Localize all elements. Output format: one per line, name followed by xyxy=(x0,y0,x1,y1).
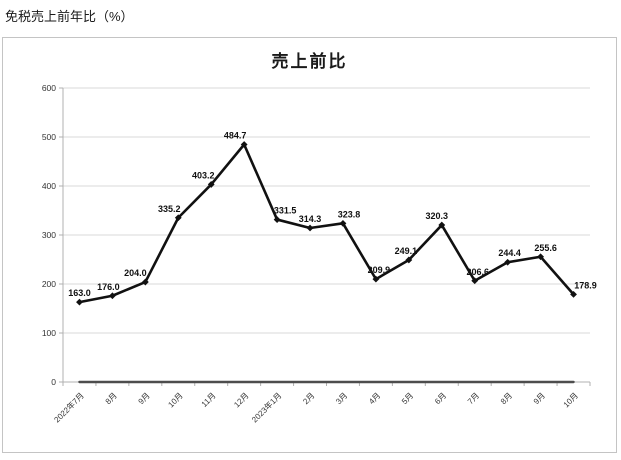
data-point-marker xyxy=(76,298,83,306)
page-heading: 免税売上前年比（%） xyxy=(5,9,134,24)
x-axis-tick-label: 3月 xyxy=(334,391,349,406)
axes xyxy=(59,88,591,386)
data-label: 335.2 xyxy=(158,204,181,214)
data-point-marker xyxy=(504,258,512,266)
data-label: 163.0 xyxy=(68,288,91,298)
x-axis-tick-label: 6月 xyxy=(433,391,448,406)
data-label: 178.9 xyxy=(574,280,597,290)
x-axis-tick-label: 11月 xyxy=(200,391,218,409)
data-point-marker xyxy=(405,256,413,264)
x-axis-tick-label: 4月 xyxy=(367,391,382,406)
x-axis-tick-label: 2月 xyxy=(301,391,316,406)
x-axis-tick-label: 10月 xyxy=(166,391,184,409)
data-point-marker xyxy=(438,221,446,229)
data-label: 176.0 xyxy=(97,282,120,292)
data-label: 484.7 xyxy=(224,130,247,140)
x-axis-tick-label: 9月 xyxy=(532,391,547,406)
data-label: 320.3 xyxy=(426,211,449,221)
data-label: 323.8 xyxy=(338,209,361,219)
data-point-marker xyxy=(372,275,380,283)
data-label: 403.2 xyxy=(192,170,215,180)
data-point-marker xyxy=(306,224,314,232)
x-axis-tick-label: 2022年7月 xyxy=(52,390,86,424)
y-axis-tick-label: 100 xyxy=(42,328,56,338)
chart-title: 売上前比 xyxy=(271,52,348,71)
data-point-marker xyxy=(109,292,116,300)
data-label: 314.3 xyxy=(299,214,322,224)
y-axis-tick-label: 500 xyxy=(42,132,56,142)
data-point-marker xyxy=(207,181,215,188)
y-axis-tick-label: 600 xyxy=(42,83,56,93)
x-axis-tick-label: 2023年1月 xyxy=(249,390,283,424)
data-point-marker xyxy=(273,216,281,223)
data-point-marker xyxy=(537,253,544,261)
gridlines: 0 100 200 300 400 500 600 xyxy=(42,83,590,387)
data-label: 209.9 xyxy=(368,265,391,275)
y-axis-tick-label: 400 xyxy=(42,181,56,191)
data-label: 331.5 xyxy=(274,206,297,216)
data-label: 255.6 xyxy=(534,243,557,253)
data-label: 204.0 xyxy=(124,268,147,278)
data-label: 244.4 xyxy=(498,248,521,258)
data-point-marker xyxy=(141,278,149,286)
data-label: 206.6 xyxy=(466,267,489,277)
y-axis-tick-label: 200 xyxy=(42,279,56,289)
x-axis-tick-label: 7月 xyxy=(466,391,481,406)
x-axis-tick-label: 8月 xyxy=(499,391,514,406)
y-axis-tick-label: 300 xyxy=(42,230,56,240)
data-label: 249.1 xyxy=(395,246,418,256)
x-axis-tick-label: 5月 xyxy=(400,391,415,406)
x-axis-tick-label: 10月 xyxy=(562,391,580,409)
data-point-marker xyxy=(174,214,182,222)
x-axis-tick-label: 9月 xyxy=(137,391,152,406)
data-point-marker xyxy=(240,141,248,148)
x-axis-tick-label: 8月 xyxy=(104,391,119,406)
data-point-marker xyxy=(471,277,479,285)
x-axis-tick-label: 12月 xyxy=(232,391,250,409)
data-point-marker xyxy=(570,290,577,298)
chart-frame: 売上前比 xyxy=(2,37,617,453)
y-axis-tick-label: 0 xyxy=(51,377,56,387)
series-売上前比: 163.0 176.0 204.0 335.2 403.2 484.7 331.5314.3… xyxy=(68,130,597,306)
x-axis-labels: 2022年7月 8月 9月 10月 11月 12月 2023年1月 2月 3月 4月 5月 6月 7月 8… xyxy=(52,390,580,424)
data-point-marker xyxy=(339,219,347,227)
